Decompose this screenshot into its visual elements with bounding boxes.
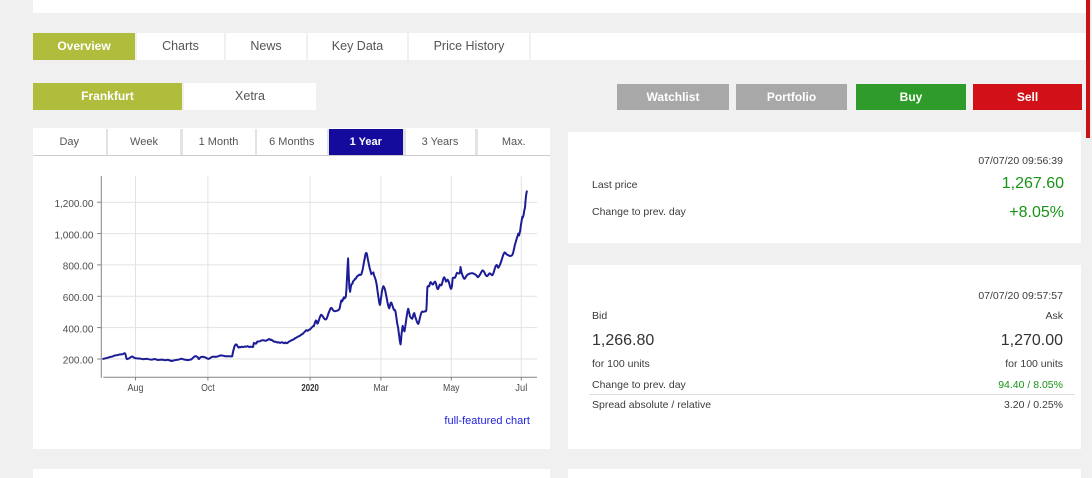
svg-text:200.00: 200.00 <box>63 356 94 367</box>
svg-text:May: May <box>443 383 460 394</box>
svg-text:Jul: Jul <box>515 383 527 394</box>
svg-text:2020: 2020 <box>301 383 319 394</box>
svg-text:400.00: 400.00 <box>63 324 94 335</box>
svg-text:Mar: Mar <box>373 383 389 394</box>
svg-text:1,200.00: 1,200.00 <box>54 199 93 210</box>
svg-text:600.00: 600.00 <box>63 293 94 304</box>
svg-text:Oct: Oct <box>201 383 215 394</box>
svg-text:Aug: Aug <box>128 383 144 394</box>
svg-text:1,000.00: 1,000.00 <box>54 230 93 241</box>
svg-text:800.00: 800.00 <box>63 262 94 273</box>
